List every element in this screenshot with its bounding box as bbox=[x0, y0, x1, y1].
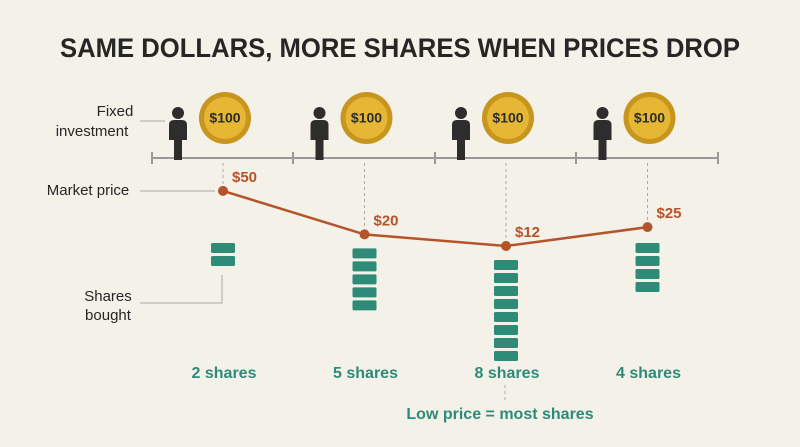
price-line bbox=[222, 189, 648, 248]
coin-face bbox=[487, 97, 529, 139]
row-label: bought bbox=[85, 307, 132, 324]
coin-label: $100 bbox=[634, 110, 665, 126]
share-block bbox=[635, 243, 660, 253]
price-point bbox=[218, 185, 228, 196]
person-body bbox=[169, 120, 187, 160]
person-head bbox=[313, 107, 326, 119]
leader-line bbox=[140, 275, 223, 304]
person-body bbox=[593, 120, 612, 160]
person-head bbox=[172, 107, 184, 119]
share-block bbox=[494, 273, 518, 283]
coin-face bbox=[345, 97, 388, 139]
shares-label: 4 shares bbox=[616, 365, 681, 382]
row-label: investment bbox=[56, 123, 129, 140]
person-head bbox=[455, 107, 467, 119]
price-point bbox=[642, 222, 653, 233]
share-block bbox=[211, 256, 235, 266]
share-block bbox=[352, 248, 377, 259]
coin-label: $100 bbox=[492, 110, 523, 126]
share-block bbox=[211, 243, 235, 253]
price-label: $50 bbox=[232, 169, 257, 186]
title: SAME DOLLARS, MORE SHARES WHEN PRICES DR… bbox=[60, 33, 740, 63]
share-stack bbox=[211, 243, 235, 266]
shares-label: 5 shares bbox=[333, 365, 398, 382]
share-block bbox=[494, 351, 518, 361]
share-block bbox=[494, 260, 518, 270]
share-stack bbox=[494, 260, 518, 361]
share-block bbox=[352, 274, 377, 285]
price-point bbox=[501, 241, 511, 251]
note: Low price = most shares bbox=[406, 406, 593, 423]
share-block bbox=[352, 287, 377, 298]
share-block bbox=[635, 269, 660, 279]
coin-label: $100 bbox=[351, 110, 382, 126]
row-label: Fixed bbox=[97, 103, 134, 120]
person-body bbox=[452, 120, 470, 160]
price-point bbox=[359, 229, 370, 240]
share-block bbox=[494, 312, 518, 322]
share-block bbox=[352, 300, 377, 311]
price-label: $12 bbox=[515, 224, 540, 241]
price-label: $20 bbox=[374, 212, 399, 229]
coin-face bbox=[628, 97, 671, 139]
person-head bbox=[596, 107, 609, 119]
share-block bbox=[635, 256, 660, 266]
row-label: Shares bbox=[84, 288, 132, 305]
share-block bbox=[494, 286, 518, 296]
row-label: Market price bbox=[47, 182, 130, 199]
share-block bbox=[494, 338, 518, 348]
coin-label: $100 bbox=[209, 110, 240, 126]
shares-label: 8 shares bbox=[475, 365, 540, 382]
share-block bbox=[494, 325, 518, 335]
share-block bbox=[494, 299, 518, 309]
price-label: $25 bbox=[657, 205, 682, 222]
coin-face bbox=[204, 97, 246, 139]
shares-label: 2 shares bbox=[192, 365, 257, 382]
share-block bbox=[352, 261, 377, 272]
share-block bbox=[635, 282, 660, 292]
share-stack bbox=[635, 243, 660, 292]
person-body bbox=[310, 120, 329, 160]
share-stack bbox=[352, 248, 377, 311]
